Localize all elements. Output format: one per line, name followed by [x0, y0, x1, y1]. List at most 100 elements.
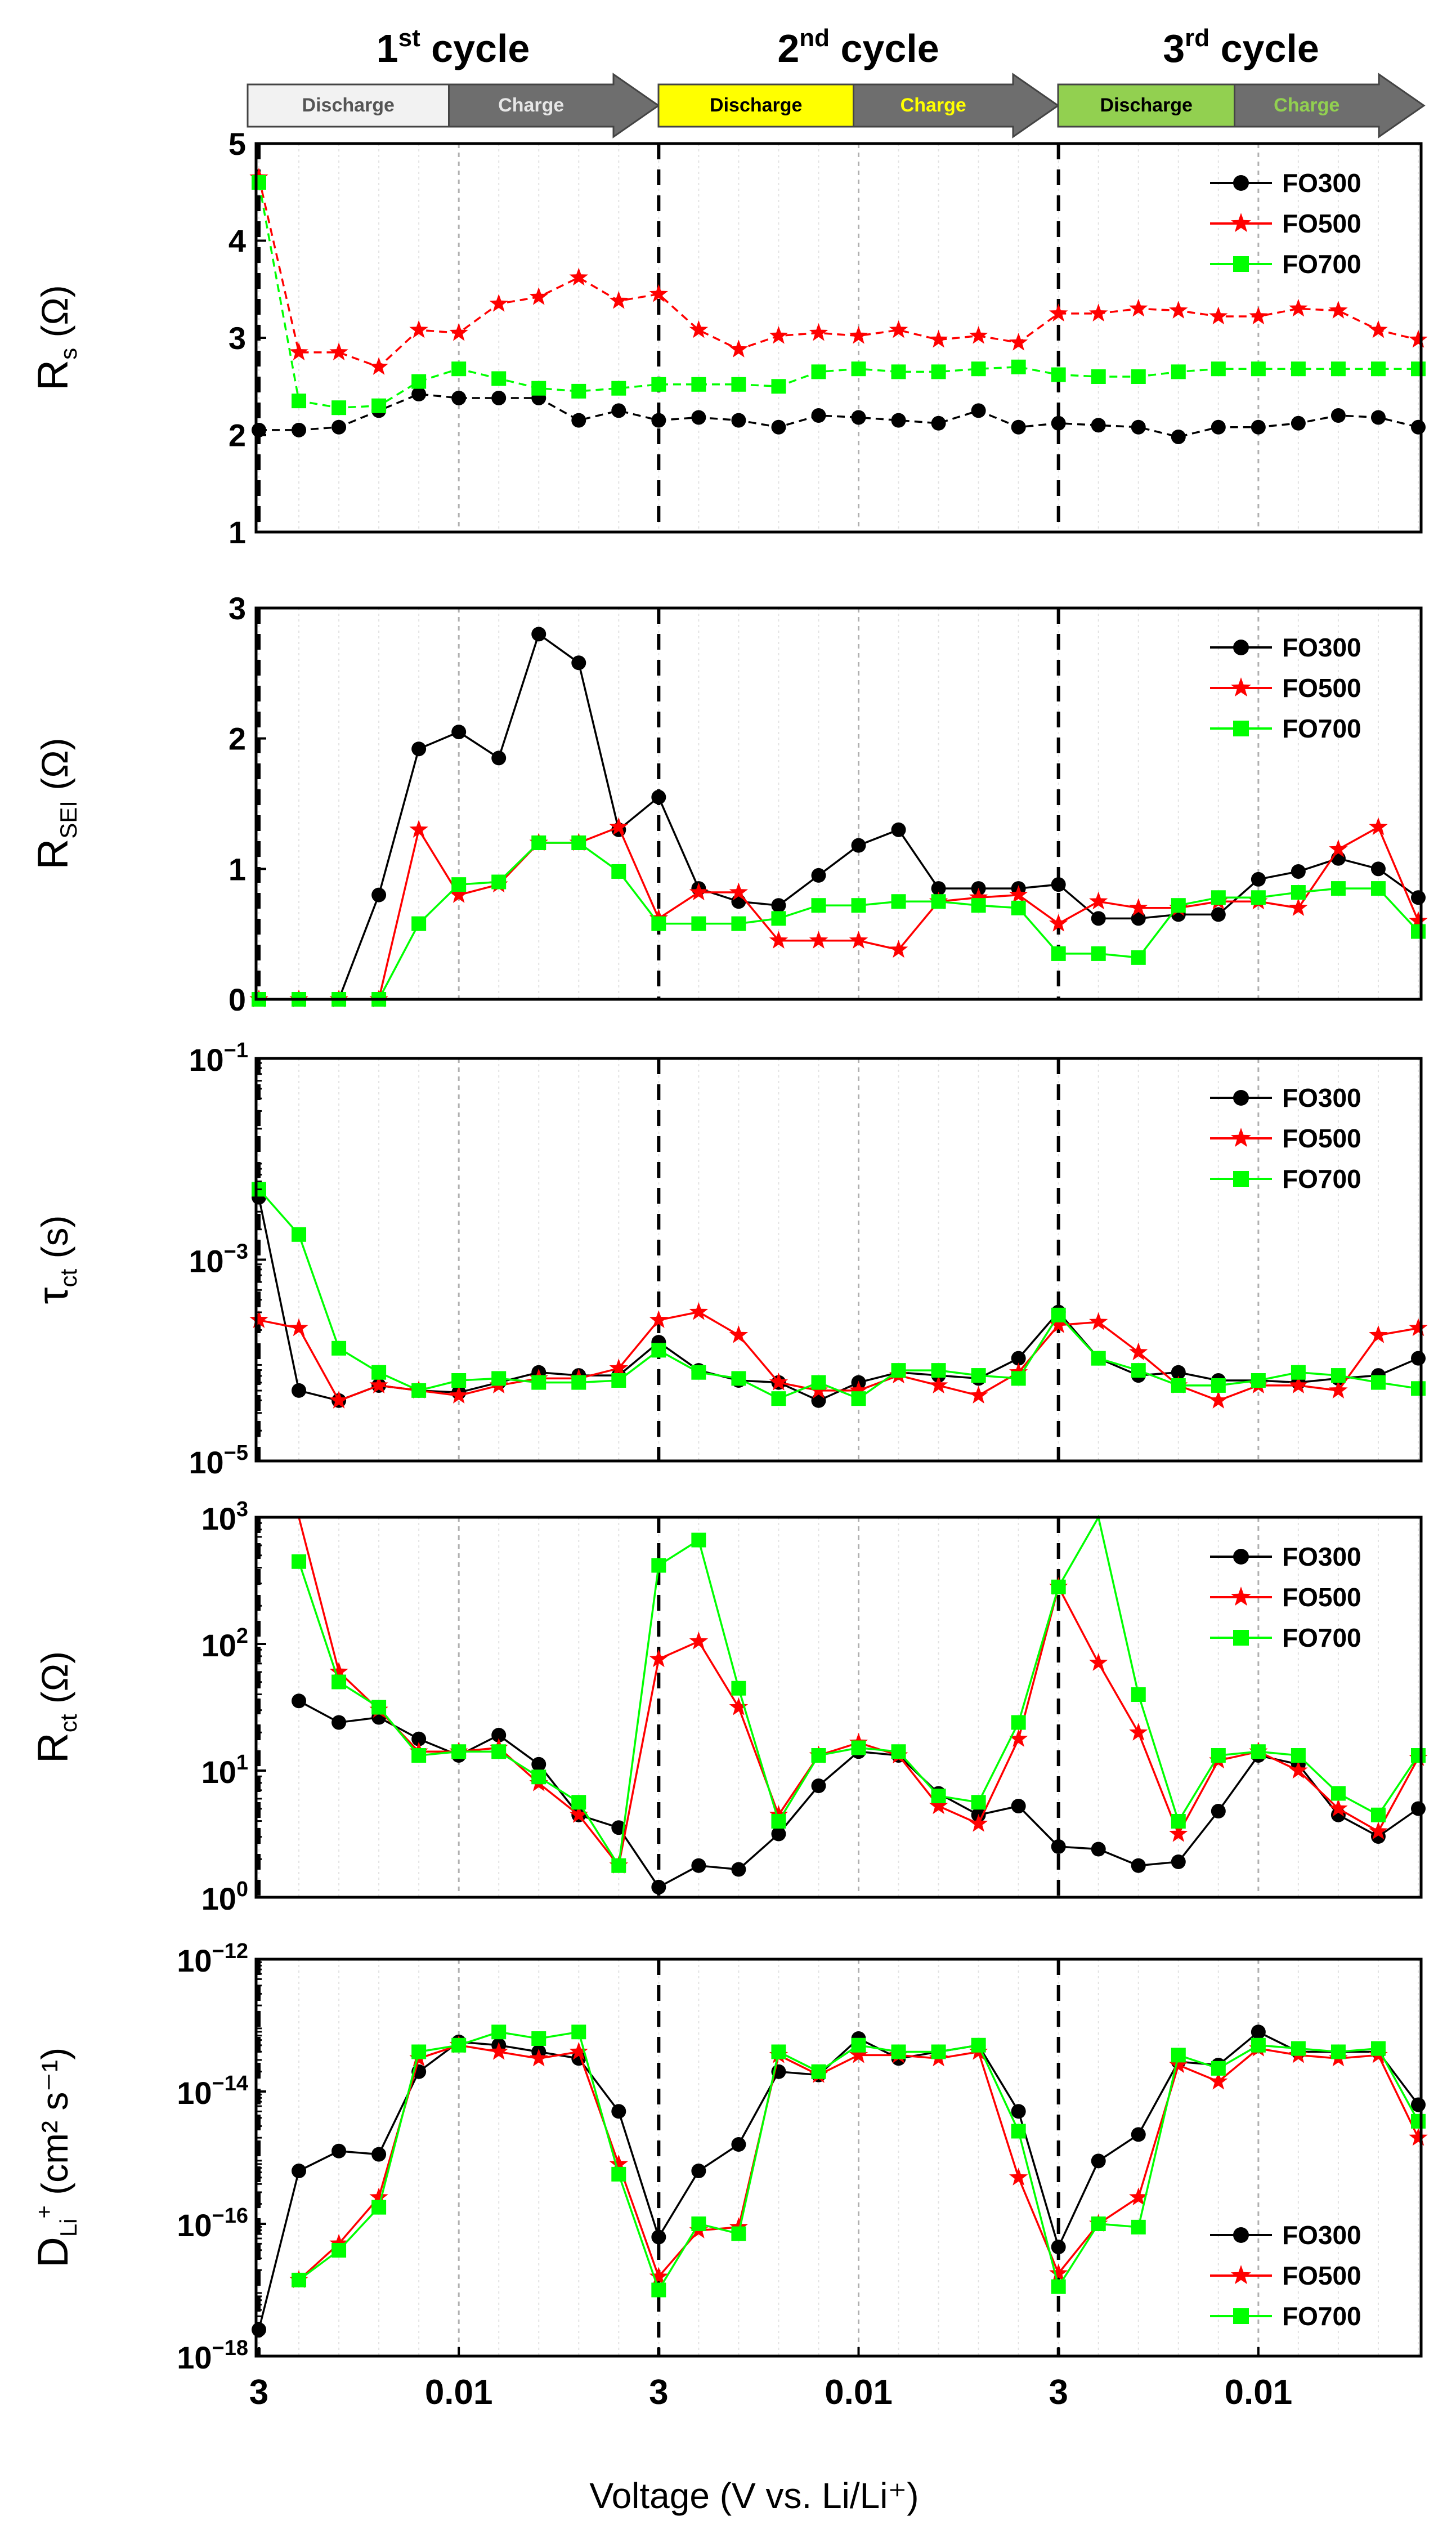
data-point [891, 822, 906, 837]
data-point [1051, 946, 1066, 961]
data-point [1209, 1391, 1228, 1409]
data-point [1231, 1586, 1251, 1606]
data-point [1051, 877, 1066, 892]
data-point [1411, 2097, 1426, 2112]
data-point [851, 1391, 866, 1406]
legend-label: FO500 [1282, 1124, 1361, 1153]
data-point [1209, 306, 1228, 325]
data-point [811, 364, 826, 379]
data-point [731, 1371, 746, 1386]
data-point [1131, 950, 1146, 965]
data-point [569, 267, 588, 286]
data-point [369, 1375, 388, 1394]
x-tick-label: 3 [249, 2373, 268, 2412]
data-point [731, 377, 746, 392]
data-point [849, 2045, 868, 2063]
cycle-title: 1st cycle [377, 24, 530, 70]
data-point [1051, 1579, 1066, 1594]
shared-x-axis: Voltage (V vs. Li/Li⁺) 3 0.01 3 0.01 3 0.01 [249, 2347, 1292, 2516]
data-point [1411, 924, 1426, 939]
data-point [1089, 1653, 1108, 1671]
data-point [851, 2037, 866, 2053]
data-point [851, 361, 866, 377]
data-point [691, 1532, 706, 1548]
data-point [451, 361, 467, 377]
series-line [258, 2031, 1419, 2330]
data-point [331, 1340, 347, 1356]
legend: FO300 FO500 FO700 [1210, 2220, 1361, 2331]
discharge-label: Discharge [302, 95, 395, 116]
data-point [571, 413, 586, 428]
data-point [1251, 890, 1266, 905]
data-point [331, 2243, 347, 2258]
data-point [1251, 419, 1266, 435]
chart-panel-2: 0 1 2 3 RSEI (Ω) FO300 FO500 FO700 [29, 591, 1428, 1017]
data-point [569, 2041, 588, 2060]
chart-panel-3: 10−5 10−3 10−1 τct (s) FO300 FO500 FO700 [29, 1039, 1428, 1480]
data-point [1211, 419, 1226, 435]
data-point [331, 400, 347, 415]
data-point [651, 789, 666, 805]
data-point [651, 1558, 666, 1573]
series-FO300 [252, 1190, 1426, 1408]
data-point [651, 2229, 666, 2245]
data-point [891, 413, 906, 428]
data-point [1291, 885, 1306, 900]
data-point [731, 413, 746, 428]
data-point [531, 627, 546, 642]
data-point [1329, 1380, 1348, 1399]
y-tick-label: 0 [229, 982, 246, 1017]
data-point [1369, 1821, 1388, 1840]
data-point [971, 1368, 986, 1383]
data-point [691, 2216, 706, 2231]
chart-panel-1: 1 2 3 4 5 Rs (Ω) FO300 FO500 FO700 [29, 126, 1428, 550]
data-point [571, 835, 586, 850]
data-point [292, 394, 307, 409]
legend-label: FO500 [1282, 1583, 1361, 1612]
data-point [531, 381, 546, 396]
data-point [931, 415, 946, 431]
data-point [1131, 2219, 1146, 2234]
data-point [411, 1748, 427, 1763]
data-point [1233, 2308, 1249, 2324]
data-point [1091, 911, 1106, 926]
plot-frame [254, 1958, 1423, 2358]
y-tick-label: 10−16 [177, 2204, 248, 2243]
data-point [1291, 2041, 1306, 2056]
data-point [1089, 303, 1108, 322]
data-point [1370, 2041, 1386, 2056]
data-point [1131, 1363, 1146, 1378]
data-point [1129, 298, 1148, 317]
data-point [771, 1826, 786, 1842]
data-point [1091, 2216, 1106, 2231]
data-point [331, 1674, 347, 1690]
data-point [1329, 1798, 1348, 1817]
data-point [969, 1386, 988, 1404]
data-point [409, 320, 428, 338]
series-FO300 [252, 627, 1426, 1007]
data-point [851, 410, 866, 425]
data-point [411, 916, 427, 931]
legend-label: FO700 [1282, 249, 1361, 279]
data-point [1233, 1630, 1249, 1646]
data-point [889, 320, 908, 338]
data-point [571, 2025, 586, 2040]
data-point [369, 357, 388, 375]
data-point [292, 1383, 307, 1398]
data-point [1011, 2104, 1026, 2119]
cycle-title: 2nd cycle [777, 24, 939, 70]
series-FO500 [298, 1517, 1428, 1874]
data-point [1370, 410, 1386, 425]
y-tick-label: 1 [229, 851, 246, 887]
data-point [1369, 320, 1388, 338]
discharge-label: Discharge [1100, 95, 1193, 116]
data-point [609, 1358, 628, 1377]
data-point [1131, 419, 1146, 435]
data-point [929, 1375, 948, 1394]
data-point [771, 1391, 786, 1406]
data-point [491, 1728, 507, 1742]
data-point [1131, 369, 1146, 384]
data-point [809, 931, 828, 949]
data-point [489, 2041, 508, 2060]
